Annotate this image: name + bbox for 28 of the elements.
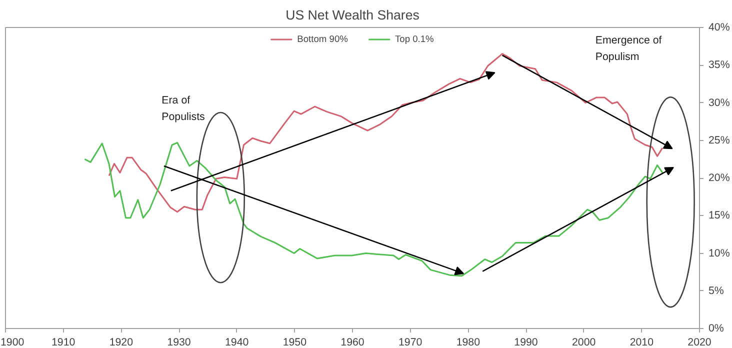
line-series bbox=[84, 142, 664, 277]
legend-label: Top 0.1% bbox=[394, 34, 434, 44]
x-tick-label: 1900 bbox=[0, 336, 24, 348]
x-tick-label: 1990 bbox=[514, 336, 538, 348]
annotation: Emergence of Populism bbox=[595, 34, 662, 63]
x-tick-label: 2020 bbox=[688, 336, 712, 348]
x-tick-label: 2010 bbox=[630, 336, 654, 348]
y-tick-label: 25% bbox=[708, 134, 730, 146]
annotation: Era of Populists bbox=[162, 94, 205, 124]
x-tick-label: 1910 bbox=[51, 336, 76, 348]
chart-title: US Net Wealth Shares bbox=[286, 8, 420, 22]
x-tick-label: 1920 bbox=[109, 336, 134, 348]
x-tick-label: 1960 bbox=[340, 336, 364, 348]
x-tick-label: 1950 bbox=[282, 336, 307, 348]
y-tick-label: 35% bbox=[708, 59, 730, 72]
y-tick-label: 20% bbox=[708, 172, 730, 184]
y-tick-label: 30% bbox=[708, 96, 730, 109]
y-tick-label: 5% bbox=[708, 284, 724, 297]
x-tick-label: 2000 bbox=[572, 336, 596, 348]
y-tick-label: 0% bbox=[708, 322, 724, 334]
x-tick-label: 1930 bbox=[167, 336, 191, 348]
legend-label: Bottom 90% bbox=[297, 34, 348, 44]
y-tick-label: 15% bbox=[708, 210, 730, 222]
x-tick-label: 1980 bbox=[456, 336, 480, 348]
x-tick-label: 1940 bbox=[224, 336, 249, 348]
y-tick-label: 40% bbox=[708, 22, 730, 34]
y-tick-label: 10% bbox=[708, 247, 730, 260]
x-tick-label: 1970 bbox=[398, 336, 422, 348]
